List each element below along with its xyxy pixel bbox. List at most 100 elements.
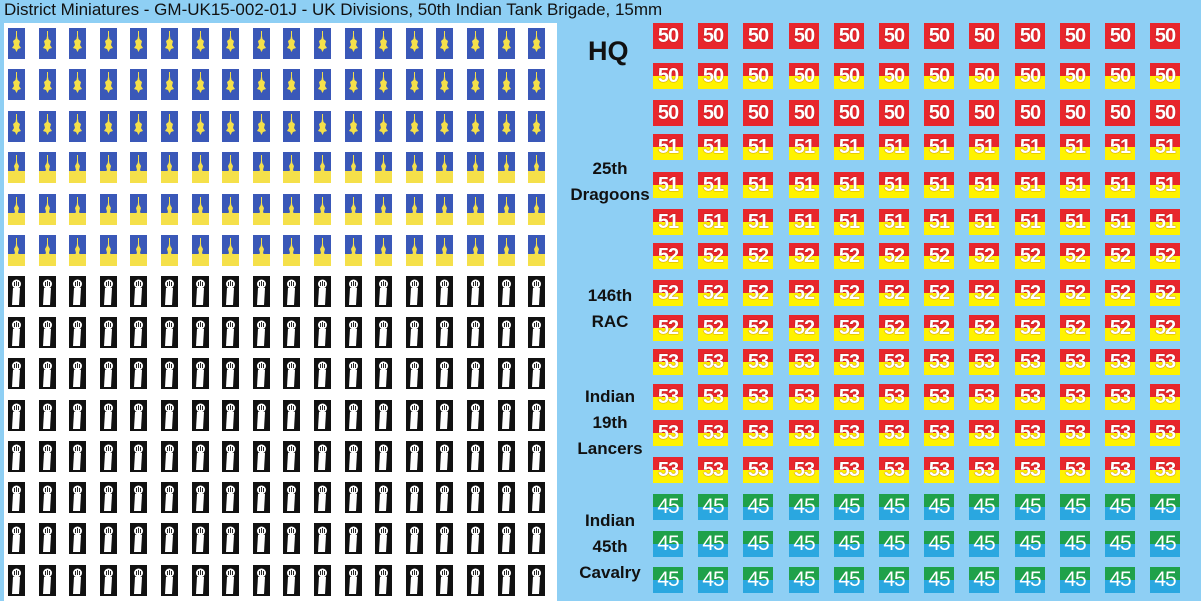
- fist-insignia-icon: [314, 565, 331, 596]
- tile-number: 52: [928, 245, 950, 267]
- tiger-head-insignia-icon: [344, 194, 362, 225]
- tile-number: 53: [928, 386, 950, 408]
- tiger-head-insignia-icon: [528, 69, 546, 100]
- tile-number: 53: [793, 422, 815, 444]
- tile-number: 51: [1019, 174, 1041, 196]
- tile-number: 53: [973, 386, 995, 408]
- unit-number-tile: 45: [879, 531, 909, 557]
- tile-number: 50: [1064, 102, 1086, 124]
- tiger-head-insignia-icon: [283, 28, 301, 59]
- fist-insignia-icon: [222, 441, 240, 472]
- tiger-head-insignia-icon: [314, 235, 331, 266]
- tile-number: 45: [883, 495, 905, 518]
- tile-number: 53: [747, 422, 769, 444]
- tile-number: 52: [838, 282, 860, 304]
- label-146th-rac: 146th RAC: [560, 283, 660, 335]
- tile-number: 45: [838, 532, 860, 555]
- tile-number: 52: [702, 245, 724, 267]
- unit-number-tile: 45: [924, 531, 954, 557]
- label-line: Dragoons: [570, 185, 650, 204]
- unit-number-tile: 45: [653, 567, 683, 593]
- unit-number-tile: 45: [789, 494, 819, 520]
- unit-number-tile: 53: [879, 349, 909, 375]
- tile-number: 50: [973, 102, 995, 124]
- fist-insignia-icon: [528, 276, 546, 307]
- fist-insignia-icon: [38, 523, 56, 554]
- tiger-head-insignia-icon: [436, 194, 454, 225]
- unit-number-tile: 45: [834, 494, 864, 520]
- tiger-head-insignia-icon: [436, 152, 454, 183]
- tiger-head-insignia-icon: [314, 194, 331, 225]
- label-line: 25th: [592, 159, 628, 178]
- unit-number-tile: 52: [969, 243, 999, 269]
- unit-number-tile: 52: [1015, 280, 1045, 306]
- tiger-head-insignia-icon: [222, 28, 240, 59]
- unit-number-tile: 50: [1105, 100, 1135, 126]
- tiger-head-insignia-icon: [38, 69, 56, 100]
- tiger-head-insignia-icon: [314, 152, 331, 183]
- fist-insignia-icon: [497, 358, 515, 389]
- tile-number: 53: [793, 459, 815, 481]
- unit-number-tile: 53: [834, 420, 864, 446]
- tile-number: 52: [1019, 317, 1041, 339]
- tile-number: 45: [1064, 532, 1086, 555]
- unit-number-tile: 50: [1015, 63, 1045, 89]
- tile-number: 45: [1064, 568, 1086, 591]
- unit-number-tile: 52: [1015, 243, 1045, 269]
- tiger-head-insignia-icon: [405, 111, 423, 142]
- unit-number-tile: 50: [879, 100, 909, 126]
- unit-number-tile: 53: [743, 349, 773, 375]
- tile-number: 45: [747, 532, 769, 555]
- unit-number-tile: 45: [653, 494, 683, 520]
- tile-number: 53: [928, 422, 950, 444]
- unit-number-tile: 45: [698, 494, 728, 520]
- tile-number: 51: [928, 136, 950, 158]
- tile-number: 50: [747, 65, 769, 87]
- unit-number-tile: 52: [1105, 280, 1135, 306]
- fist-insignia-icon: [344, 276, 362, 307]
- tile-number: 51: [973, 211, 995, 233]
- tile-number: 45: [928, 532, 950, 555]
- tiger-head-insignia-icon: [344, 152, 362, 183]
- tile-number: 45: [973, 495, 995, 518]
- tile-number: 52: [1019, 282, 1041, 304]
- tile-number: 50: [973, 25, 995, 47]
- tile-number: 52: [1154, 282, 1176, 304]
- tile-number: 53: [657, 459, 679, 481]
- label-25th-dragoons: 25th Dragoons: [560, 156, 660, 208]
- tile-number: 53: [747, 386, 769, 408]
- fist-insignia-icon: [405, 276, 423, 307]
- unit-number-tile: 45: [969, 567, 999, 593]
- tiger-head-insignia-icon: [69, 111, 87, 142]
- unit-number-tile: 52: [924, 243, 954, 269]
- unit-number-tile: 53: [1015, 384, 1045, 410]
- unit-number-tile: 45: [1150, 494, 1180, 520]
- unit-number-tile: 51: [698, 134, 728, 160]
- fist-insignia-icon: [528, 565, 546, 596]
- unit-number-tile: 51: [924, 209, 954, 235]
- fist-insignia-icon: [8, 565, 25, 596]
- fist-insignia-icon: [436, 523, 454, 554]
- unit-number-tile: 51: [1105, 172, 1135, 198]
- unit-number-tile: 50: [834, 63, 864, 89]
- fist-insignia-icon: [252, 565, 270, 596]
- tiger-head-insignia-icon: [344, 235, 362, 266]
- unit-number-tile: 53: [653, 349, 683, 375]
- fist-insignia-icon: [8, 400, 25, 431]
- tiger-head-insignia-icon: [375, 69, 393, 100]
- tiger-head-insignia-icon: [497, 194, 515, 225]
- tile-number: 50: [1154, 25, 1176, 47]
- tile-number: 45: [1019, 532, 1041, 555]
- tile-number: 53: [928, 351, 950, 373]
- tiger-head-insignia-icon: [436, 28, 454, 59]
- unit-number-tile: 45: [834, 567, 864, 593]
- fist-insignia-icon: [528, 400, 546, 431]
- tile-number: 53: [1109, 459, 1131, 481]
- hq-label: HQ: [588, 36, 629, 66]
- tiger-head-insignia-icon: [8, 235, 25, 266]
- tile-number: 52: [702, 317, 724, 339]
- tile-number: 52: [1019, 245, 1041, 267]
- tile-number: 53: [1064, 386, 1086, 408]
- tile-number: 52: [793, 282, 815, 304]
- tiger-head-insignia-icon: [161, 111, 178, 142]
